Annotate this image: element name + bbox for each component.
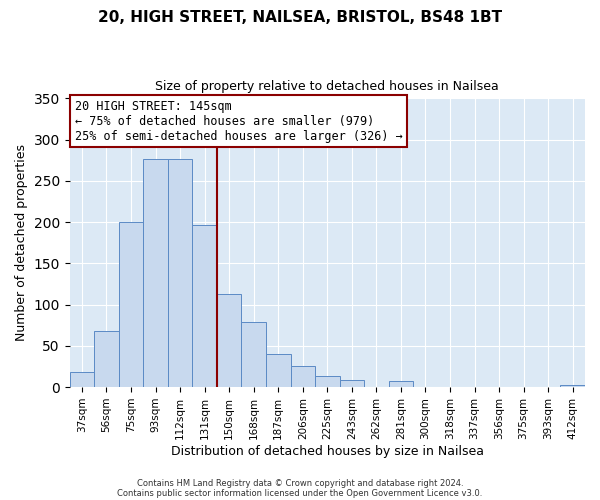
Bar — [193, 226, 217, 387]
Bar — [94, 331, 119, 387]
Bar — [389, 382, 413, 387]
Bar — [119, 222, 143, 387]
Bar — [290, 366, 315, 387]
Bar — [340, 380, 364, 387]
Bar — [168, 158, 193, 387]
Y-axis label: Number of detached properties: Number of detached properties — [15, 144, 28, 341]
Text: Contains HM Land Registry data © Crown copyright and database right 2024.: Contains HM Land Registry data © Crown c… — [137, 478, 463, 488]
Bar — [70, 372, 94, 387]
Bar — [560, 386, 585, 387]
Bar — [241, 322, 266, 387]
Bar — [143, 158, 168, 387]
Text: 20, HIGH STREET, NAILSEA, BRISTOL, BS48 1BT: 20, HIGH STREET, NAILSEA, BRISTOL, BS48 … — [98, 10, 502, 25]
Bar — [315, 376, 340, 387]
Title: Size of property relative to detached houses in Nailsea: Size of property relative to detached ho… — [155, 80, 499, 93]
Bar — [217, 294, 241, 387]
X-axis label: Distribution of detached houses by size in Nailsea: Distribution of detached houses by size … — [171, 444, 484, 458]
Text: Contains public sector information licensed under the Open Government Licence v3: Contains public sector information licen… — [118, 488, 482, 498]
Text: 20 HIGH STREET: 145sqm
← 75% of detached houses are smaller (979)
25% of semi-de: 20 HIGH STREET: 145sqm ← 75% of detached… — [75, 100, 403, 143]
Bar — [266, 354, 290, 387]
